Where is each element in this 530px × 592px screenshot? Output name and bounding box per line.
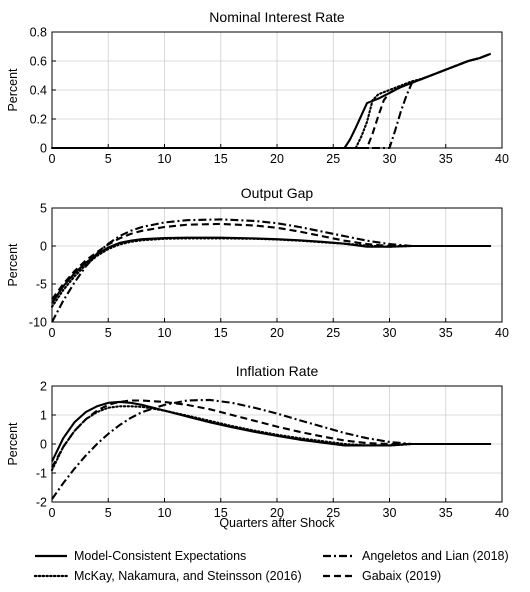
y-tick-label: 0 <box>40 142 47 156</box>
x-tick-label: 10 <box>158 506 172 520</box>
series-line-dashed <box>51 222 491 300</box>
y-tick-label: 0.4 <box>30 84 47 98</box>
chart-legend: Model-Consistent Expectations McKay, Nak… <box>0 543 530 589</box>
series-line-solid <box>52 52 492 150</box>
x-tick-label: 5 <box>105 506 112 520</box>
series-line-dotted <box>50 52 492 150</box>
series-line-dashed <box>51 399 491 468</box>
y-axis-label: Percent <box>6 68 20 112</box>
panel-3: 0 5 10 15 20 25 30 35 40 -2 -1 0 1 2 Inflation Rate Per… <box>6 363 509 530</box>
x-tick-label: 30 <box>383 506 397 520</box>
y-tick-label: -10 <box>29 316 47 330</box>
series-line-dashdot <box>51 398 491 500</box>
legend-item-model-consistent: Model-Consistent Expectations <box>34 547 246 565</box>
legend-swatch-dotted <box>34 574 68 578</box>
legend-swatch-solid <box>35 554 67 558</box>
legend-swatch-dashdot <box>323 554 355 558</box>
x-tick-label: 40 <box>495 152 509 166</box>
series-line-solid <box>51 400 491 462</box>
x-tick-label: 5 <box>105 152 112 166</box>
y-tick-label: -2 <box>36 496 47 510</box>
legend-label: Model-Consistent Expectations <box>74 549 247 563</box>
x-tick-label: 20 <box>270 506 284 520</box>
series-line-solid <box>51 236 491 304</box>
y-tick-label: 1 <box>40 409 47 423</box>
y-tick-label: 0.6 <box>30 55 47 69</box>
series-line-dashed <box>52 52 492 150</box>
legend-item-angeletos: Angeletos and Lian (2018) <box>322 547 509 565</box>
x-tick-label: 0 <box>49 152 56 166</box>
legend-label: Gabaix (2019) <box>362 569 442 583</box>
legend-item-mckay: McKay, Nakamura, and Steinsson (2016) <box>34 567 302 585</box>
x-tick-label: 10 <box>158 326 172 340</box>
x-tick-label: 25 <box>326 326 340 340</box>
x-tick-label: 0 <box>49 506 56 520</box>
y-tick-label: -5 <box>36 278 47 292</box>
x-tick-label: 5 <box>105 326 112 340</box>
y-tick-label: 0.2 <box>30 113 47 127</box>
y-tick-label: 2 <box>40 380 47 394</box>
y-tick-label: -1 <box>36 467 47 481</box>
panel-2: 0 5 10 15 20 25 30 35 40 -10 -5 0 5 Output Gap Percent <box>6 185 509 340</box>
chart-title: Inflation Rate <box>236 363 319 379</box>
legend-label: Angeletos and Lian (2018) <box>362 549 509 563</box>
x-tick-label: 15 <box>214 506 228 520</box>
chart-title: Nominal Interest Rate <box>209 9 345 25</box>
series-line-dashdot <box>52 52 492 150</box>
x-tick-label: 35 <box>439 506 453 520</box>
series-line-dotted <box>50 237 492 308</box>
x-tick-label: 40 <box>495 326 509 340</box>
x-axis-label: Quarters after Shock <box>219 516 335 530</box>
legend-label: McKay, Nakamura, and Steinsson (2016) <box>74 569 302 583</box>
y-axis-label: Percent <box>6 243 20 287</box>
x-tick-label: 0 <box>49 326 56 340</box>
x-tick-label: 35 <box>439 326 453 340</box>
y-tick-label: 0 <box>40 438 47 452</box>
x-tick-label: 25 <box>326 506 340 520</box>
x-tick-label: 25 <box>326 152 340 166</box>
x-tick-label: 15 <box>214 152 228 166</box>
x-tick-label: 30 <box>383 152 397 166</box>
series-line-dotted <box>50 405 492 472</box>
x-tick-label: 20 <box>270 326 284 340</box>
y-axis-label: Percent <box>6 422 20 466</box>
y-tick-label: 0 <box>40 240 47 254</box>
x-tick-label: 10 <box>158 152 172 166</box>
legend-swatch-dashed <box>323 574 355 578</box>
chart-title: Output Gap <box>241 185 314 201</box>
x-tick-label: 15 <box>214 326 228 340</box>
series-line-dashdot <box>51 218 491 323</box>
x-tick-label: 40 <box>495 506 509 520</box>
panel-1: 0 5 10 15 20 25 30 35 40 0 0.2 0.4 0.6 0.8 Nominal Int… <box>6 9 509 166</box>
x-tick-label: 35 <box>439 152 453 166</box>
y-tick-label: 0.8 <box>30 26 47 40</box>
legend-item-gabaix: Gabaix (2019) <box>322 567 441 585</box>
x-tick-label: 20 <box>270 152 284 166</box>
x-tick-label: 30 <box>383 326 397 340</box>
y-tick-label: 5 <box>40 202 47 216</box>
